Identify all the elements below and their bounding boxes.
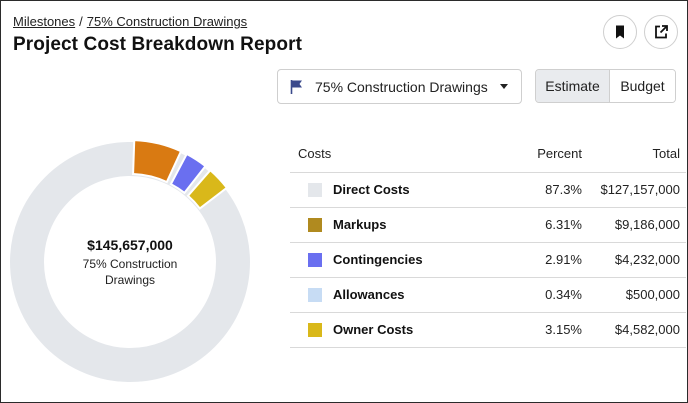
breadcrumb-separator: / (79, 14, 83, 29)
owner-costs-segment[interactable] (186, 168, 229, 210)
owner-costs-swatch (308, 322, 322, 337)
flag-icon (290, 79, 302, 94)
breadcrumb: Milestones/75% Construction Drawings (13, 14, 247, 29)
estimate-toggle-button[interactable]: Estimate (536, 70, 610, 102)
cost-donut-chart (10, 139, 250, 382)
bookmark-icon (616, 25, 624, 39)
budget-toggle-button[interactable]: Budget (610, 70, 675, 102)
donut-caption-line2: Drawings (104, 273, 155, 287)
markups-swatch (308, 217, 322, 232)
table-row-direct-costs[interactable]: Direct Costs 87.3% $127,157,000 (290, 172, 686, 208)
row-label: Markups (333, 217, 387, 232)
contingencies-swatch (308, 252, 322, 267)
row-percent: 2.91% (486, 242, 582, 278)
row-label: Contingencies (333, 252, 423, 267)
row-total: $500,000 (582, 277, 686, 313)
view-toggle: Estimate Budget (535, 69, 676, 103)
donut-caption-line1: 75% Construction (82, 257, 178, 271)
percent-column-header: Percent (486, 136, 582, 173)
direct-costs-swatch (308, 182, 322, 197)
row-label: Owner Costs (333, 322, 414, 337)
row-percent: 3.15% (486, 312, 582, 348)
row-percent: 6.31% (486, 207, 582, 243)
cost-breakdown-table: Costs Percent Total Direct Costs 87.3% $… (290, 136, 686, 348)
table-row-allowances[interactable]: Allowances 0.34% $500,000 (290, 277, 686, 313)
row-total: $127,157,000 (582, 172, 686, 208)
row-total: $4,232,000 (582, 242, 686, 278)
row-total: $4,582,000 (582, 312, 686, 348)
share-icon (655, 25, 668, 39)
allowances-swatch (308, 287, 322, 302)
table-header-row: Costs Percent Total (290, 136, 686, 173)
table-row-markups[interactable]: Markups 6.31% $9,186,000 (290, 207, 686, 243)
direct-costs-ring (10, 142, 250, 382)
donut-center-label: $145,657,000 75% Construction Drawings (40, 237, 220, 288)
row-total: $9,186,000 (582, 207, 686, 243)
markups-segment[interactable] (132, 139, 183, 184)
chevron-down-icon (500, 84, 508, 89)
row-percent: 87.3% (486, 172, 582, 208)
table-row-contingencies[interactable]: Contingencies 2.91% $4,232,000 (290, 242, 686, 278)
milestone-dropdown[interactable]: 75% Construction Drawings (277, 69, 522, 104)
table-row-owner-costs[interactable]: Owner Costs 3.15% $4,582,000 (290, 312, 686, 348)
row-label: Allowances (333, 287, 405, 302)
breadcrumb-current-link[interactable]: 75% Construction Drawings (86, 14, 248, 29)
total-column-header: Total (582, 136, 686, 173)
share-button[interactable] (644, 15, 678, 49)
donut-total-amount: $145,657,000 (87, 237, 173, 253)
costs-column-header: Costs (290, 136, 486, 173)
row-percent: 0.34% (486, 277, 582, 313)
contingencies-segment[interactable] (169, 152, 207, 195)
milestone-dropdown-value: 75% Construction Drawings (315, 78, 488, 95)
row-label: Direct Costs (333, 182, 410, 197)
bookmark-button[interactable] (603, 15, 637, 49)
page-title: Project Cost Breakdown Report (13, 34, 303, 55)
breadcrumb-milestones-link[interactable]: Milestones (13, 14, 76, 29)
